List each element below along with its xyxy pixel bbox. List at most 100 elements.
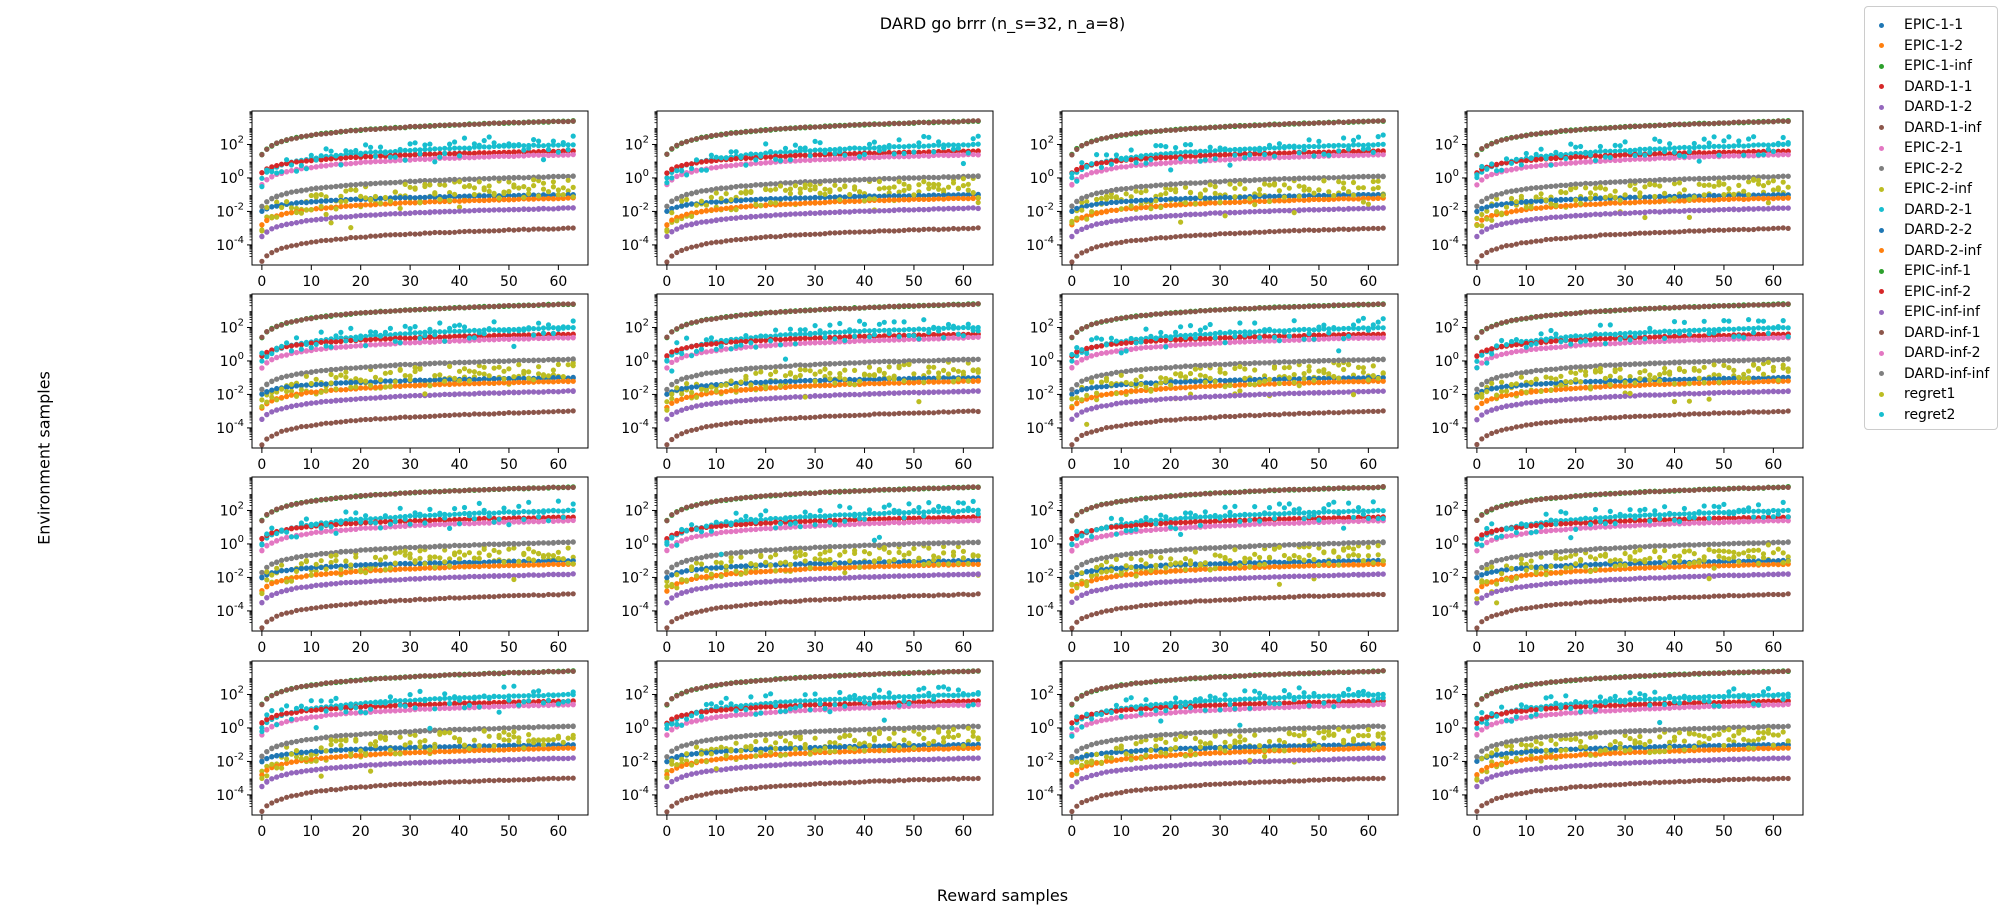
data-point [313, 194, 319, 200]
data-point [1597, 153, 1603, 159]
data-point [1701, 182, 1707, 188]
data-point [412, 185, 418, 191]
data-point [1365, 145, 1371, 152]
data-point [486, 176, 492, 182]
data-point [372, 193, 379, 200]
data-point [432, 209, 438, 215]
data-point [481, 207, 487, 213]
data-point [713, 190, 719, 196]
data-point [303, 187, 309, 193]
data-point [308, 207, 314, 213]
data-point [313, 185, 319, 191]
data-point [916, 175, 922, 181]
data-point [1306, 187, 1312, 193]
data-point [896, 179, 902, 185]
data-point [407, 231, 413, 237]
data-point [1538, 198, 1544, 204]
data-point [397, 200, 403, 206]
data-point [1266, 142, 1273, 148]
data-point [1479, 211, 1485, 218]
data-point [565, 195, 571, 201]
data-point [506, 153, 512, 159]
data-point [698, 135, 705, 141]
data-point [674, 249, 680, 256]
data-point [318, 192, 324, 198]
data-point [397, 152, 403, 158]
data-point [456, 198, 463, 204]
data-point [827, 123, 833, 130]
data-point [288, 189, 295, 195]
data-point [442, 150, 448, 156]
data-point [1187, 125, 1194, 132]
data-point [1553, 236, 1559, 242]
data-point [387, 232, 393, 238]
data-point [664, 208, 670, 214]
data-point [481, 187, 487, 193]
data-point [1686, 145, 1692, 151]
data-point [1341, 148, 1347, 155]
data-point [1138, 197, 1144, 203]
data-point [1321, 151, 1327, 157]
data-point [540, 180, 547, 186]
data-point [511, 193, 517, 199]
data-point [1138, 130, 1144, 136]
data-point [1578, 150, 1584, 156]
data-point [782, 153, 789, 159]
data-point [372, 233, 379, 239]
data-point [703, 208, 710, 214]
data-point [540, 196, 547, 202]
data-point [1365, 195, 1371, 201]
data-point [1741, 192, 1747, 198]
data-point [279, 223, 285, 229]
data-point [881, 208, 887, 214]
data-point [422, 181, 428, 188]
data-point [768, 154, 774, 160]
data-point [496, 153, 502, 159]
data-point [461, 184, 468, 190]
data-point [1118, 199, 1124, 205]
data-point [916, 182, 922, 188]
data-point [674, 218, 680, 224]
data-point [1074, 228, 1080, 234]
data-point [852, 150, 858, 157]
data-point [511, 149, 517, 156]
data-point [1375, 152, 1381, 158]
data-point [452, 155, 458, 161]
data-point [348, 149, 354, 155]
data-point [1375, 174, 1381, 180]
data-point [1168, 213, 1174, 219]
data-point [555, 173, 562, 179]
y-tick-label: 10-2 [1026, 201, 1054, 220]
data-point [921, 133, 927, 140]
data-point [975, 199, 981, 206]
data-point [916, 207, 922, 213]
data-point [1202, 187, 1208, 193]
data-point [1252, 209, 1258, 215]
data-point [817, 231, 823, 237]
data-point [264, 204, 270, 211]
data-point [1123, 131, 1129, 137]
data-point [1479, 253, 1485, 259]
data-point [1573, 154, 1579, 160]
data-point [1380, 193, 1386, 199]
data-point [536, 138, 542, 144]
data-point [768, 126, 774, 132]
data-point [896, 150, 902, 156]
data-point [343, 188, 349, 194]
data-point [1301, 197, 1307, 203]
data-point [447, 146, 453, 152]
data-point [1696, 144, 1702, 150]
data-point [689, 161, 695, 167]
data-point [348, 214, 354, 220]
data-point [669, 217, 675, 223]
data-point [298, 133, 304, 140]
data-point [817, 147, 823, 153]
data-point [812, 194, 818, 200]
data-point [348, 234, 354, 241]
data-point [338, 214, 344, 220]
data-point [1262, 177, 1268, 183]
data-point [1163, 190, 1169, 196]
data-point [432, 191, 438, 197]
data-point [308, 186, 314, 192]
data-point [343, 161, 349, 167]
